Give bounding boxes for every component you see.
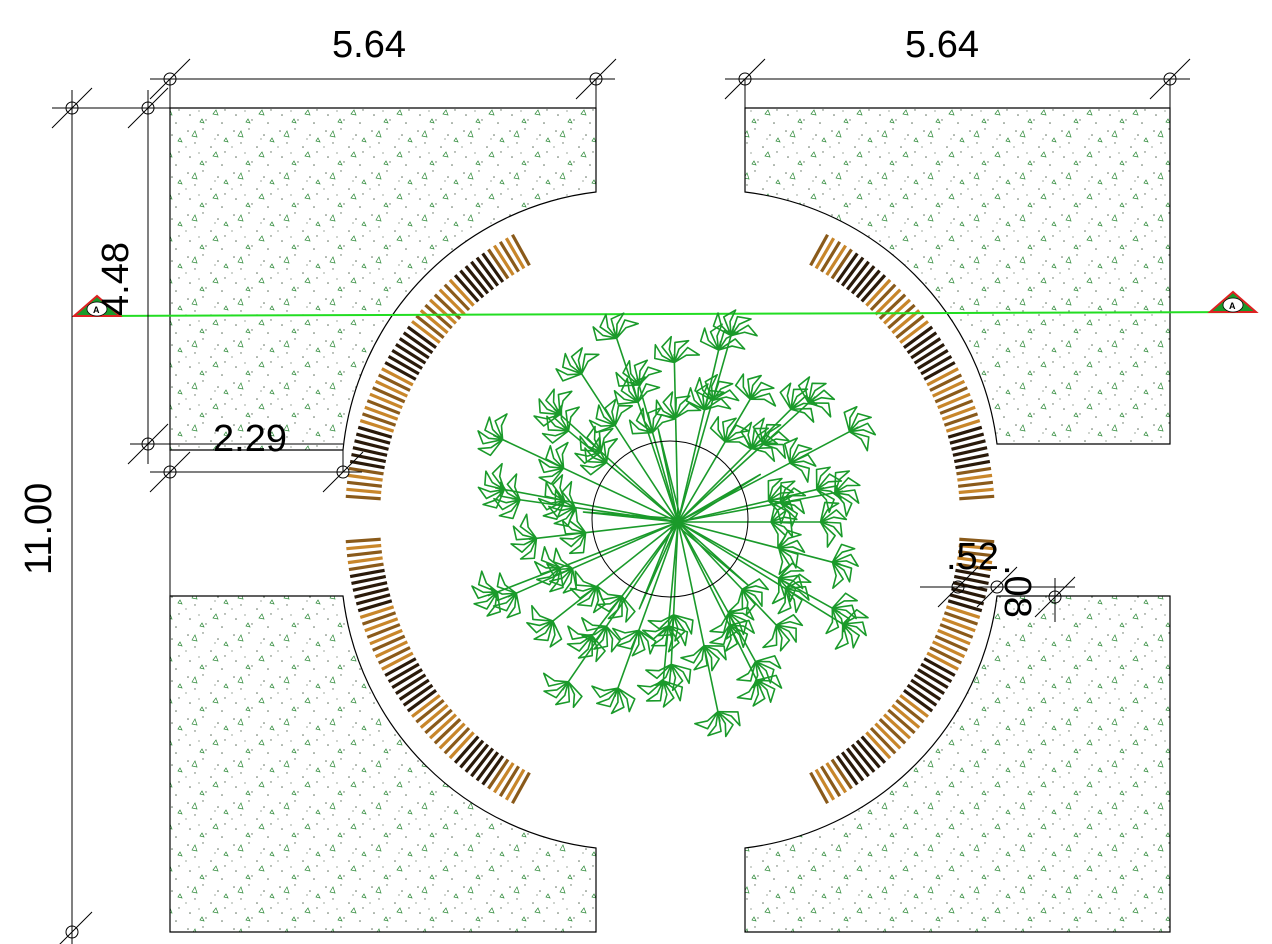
- dimension-tick: [149, 58, 191, 100]
- section-marker-right-label: A: [1229, 301, 1236, 311]
- section-marker-left: A: [71, 294, 123, 317]
- planter-blocks: [169, 107, 1171, 933]
- dim-bench-gap: .08: [996, 565, 1038, 618]
- bench-2: [809, 233, 995, 501]
- section-marker-right: A: [1207, 290, 1259, 313]
- bench-1: [345, 233, 531, 501]
- dimension-tick: [575, 58, 617, 100]
- dimension-tick: [937, 566, 979, 608]
- dimension-lines: [52, 78, 1190, 944]
- dim-offset-width: 2.29: [213, 418, 287, 460]
- bench-3: [809, 537, 995, 805]
- dimension-tick: [976, 566, 1018, 608]
- planter-bottom-left: [169, 595, 597, 933]
- bench-4: [345, 537, 531, 805]
- dimension-tick: [149, 451, 191, 493]
- dimension-tick: [1034, 576, 1076, 618]
- planter-top-left: [169, 107, 597, 451]
- dim-top-right-width: 5.64: [905, 24, 979, 66]
- planter-top-right: [744, 107, 1171, 445]
- dimension-tick: [59, 911, 93, 944]
- dimension-tick: [127, 87, 169, 129]
- section-line: [73, 311, 1257, 317]
- section-marker-left-label: A: [93, 305, 100, 315]
- dimension-tick: [322, 451, 364, 493]
- planter-bottom-right: [744, 595, 1171, 933]
- curved-benches: [345, 233, 995, 805]
- dim-upper-height: 4.48: [95, 242, 137, 316]
- dimension-tick: [724, 58, 766, 100]
- tree-trunk-circle: [591, 440, 749, 598]
- dim-top-left-width: 5.64: [332, 24, 406, 66]
- dimension-tick: [1149, 58, 1191, 100]
- tree-top-view-icon: [471, 309, 877, 738]
- dim-bench-width: .52: [946, 536, 999, 578]
- dimension-tick: [127, 423, 169, 465]
- dimension-tick: [51, 87, 93, 129]
- dimension-ticks: [51, 58, 1191, 944]
- dim-total-height: 11.00: [18, 483, 60, 575]
